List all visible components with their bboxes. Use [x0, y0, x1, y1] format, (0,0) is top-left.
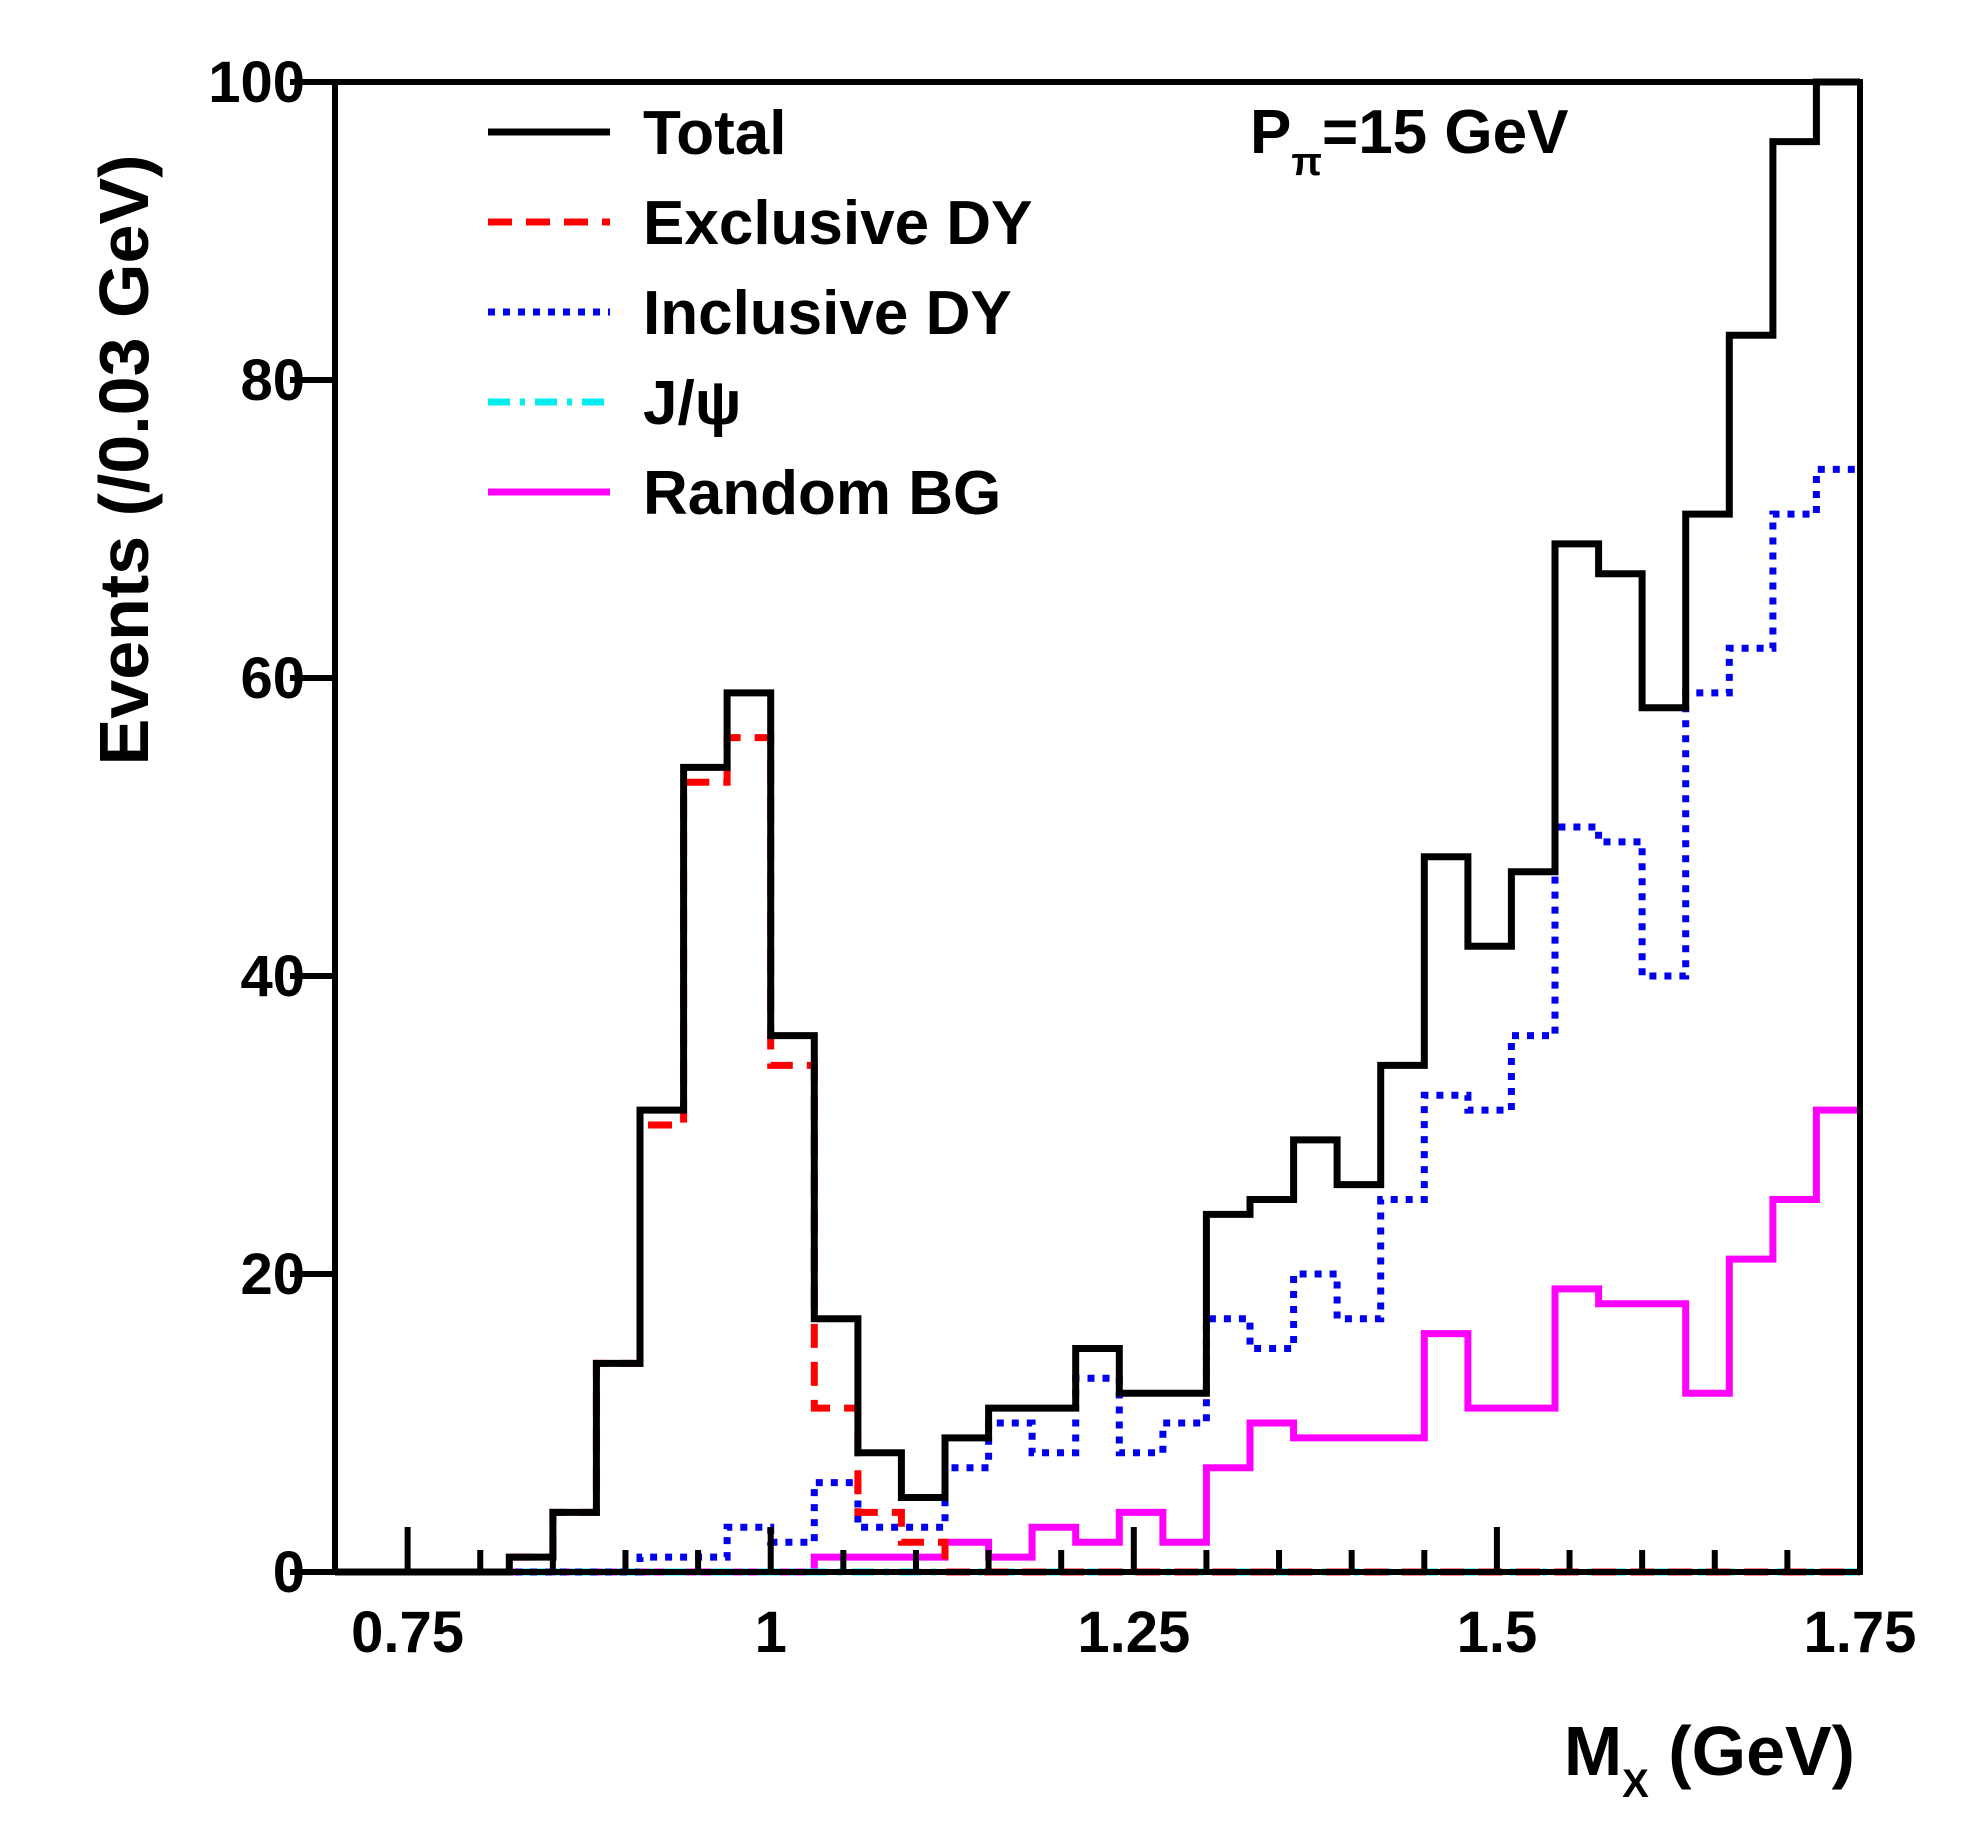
legend-label-j: J/ψ	[643, 369, 741, 438]
plot-frame	[332, 79, 1863, 1575]
x-axis-title: MX (GeV)	[1564, 1712, 1855, 1806]
y-axis-title: Events (/0.03 GeV)	[85, 155, 163, 766]
legend-label-total: Total	[643, 99, 787, 168]
x-tick-label: 1.25	[1077, 1600, 1190, 1665]
y-tick-label: 40	[240, 944, 305, 1009]
legend: Total Exclusive DY Inclusive DY J/ψ Random B…	[488, 99, 1032, 528]
series-line-inclusive-dy	[335, 465, 1860, 1576]
y-tick-label: 100	[208, 50, 305, 115]
legend-label-exclusive-dy: Exclusive DY	[643, 189, 1032, 258]
series-line-exclusive-dy	[335, 734, 1860, 1576]
y-tick-label: 0	[273, 1540, 305, 1605]
y-tick-label: 60	[240, 646, 305, 711]
x-tick-label: 1.75	[1804, 1600, 1917, 1665]
x-tick-label: 1	[755, 1600, 787, 1665]
series-line-random-bg	[335, 1106, 1860, 1576]
series-layer	[335, 78, 1860, 1576]
y-tick-label: 20	[240, 1242, 305, 1307]
y-tick-label: 80	[240, 348, 305, 413]
x-tick-label: 0.75	[351, 1600, 464, 1665]
beam-momentum-label: Pπ=15 GeV	[1250, 98, 1568, 184]
x-tick-label: 1.5	[1457, 1600, 1538, 1665]
legend-label-inclusive-dy: Inclusive DY	[643, 279, 1012, 348]
series-line-total	[335, 78, 1860, 1576]
ticks-layer: 0.75 1 1.25 1.5 1.75 0 20 40 60 80 100	[208, 50, 1916, 1665]
legend-label-random-bg: Random BG	[643, 459, 1001, 528]
